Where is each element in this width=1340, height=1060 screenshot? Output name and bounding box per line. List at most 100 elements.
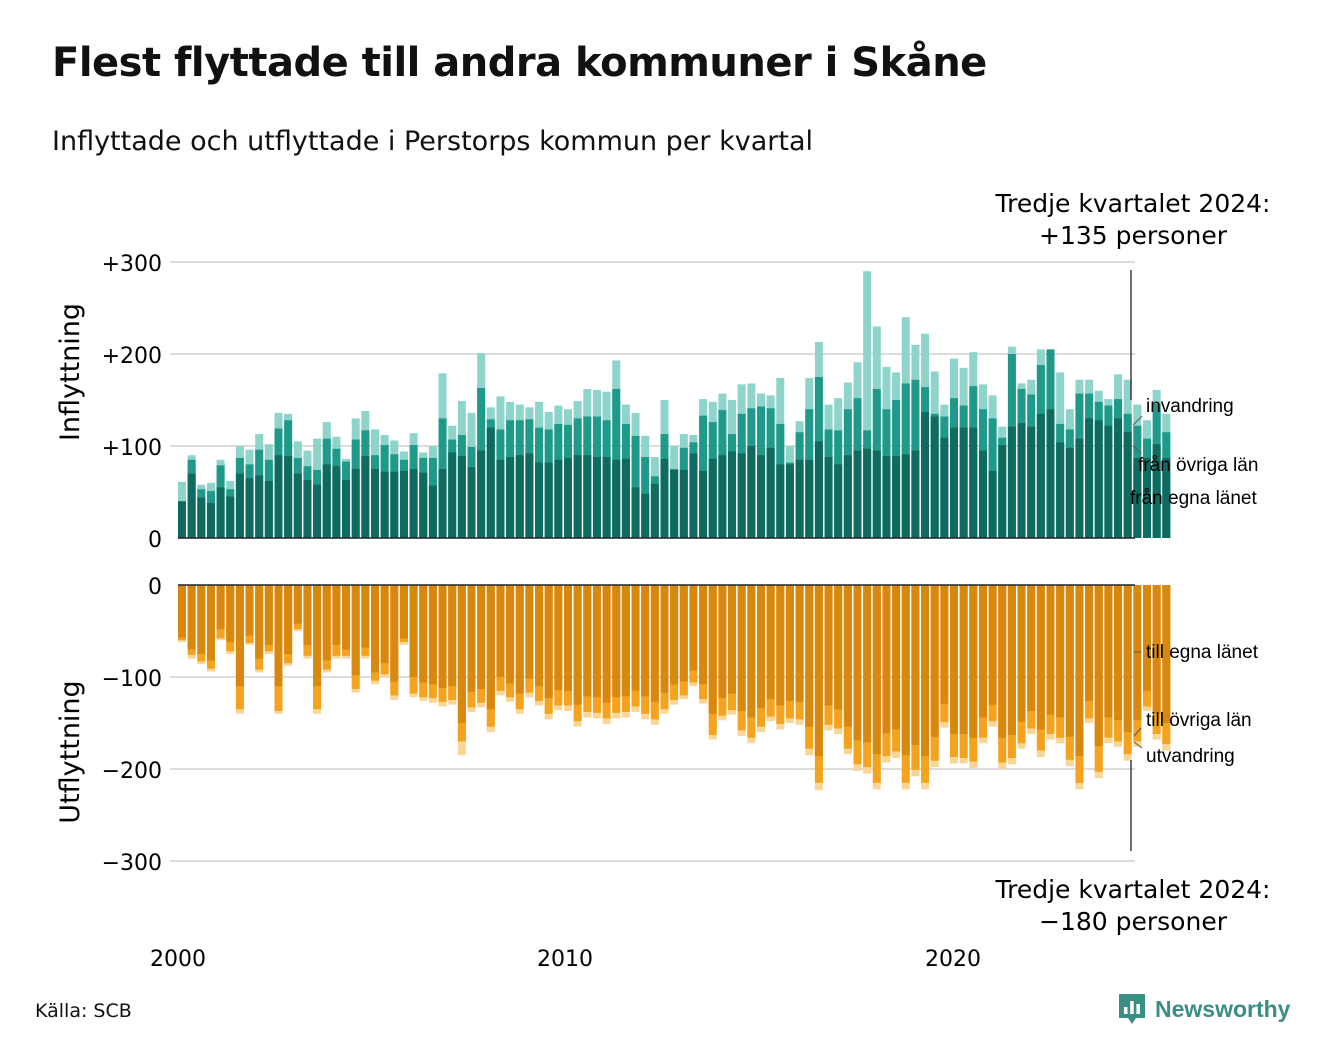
bar-utflyttning [621,585,630,697]
bar-inflyttning [650,483,659,538]
bar-utflyttning [699,585,708,685]
bar-inflyttning [1152,444,1161,538]
bar-inflyttning [255,475,264,538]
bar-inflyttning [708,458,717,538]
bar-utflyttning [969,585,978,738]
leader-line [1132,445,1142,454]
bar-utflyttning [1046,585,1055,715]
bar-utflyttning [853,585,862,741]
chart-subtitle: Inflyttade och utflyttade i Perstorps ko… [52,126,814,157]
bar-inflyttning [197,497,206,538]
bar-utflyttning [496,585,505,677]
bar-inflyttning [1017,423,1026,538]
annotation-inflyttning-line1: Tredje kvartalet 2024: [995,189,1271,218]
bar-utflyttning [1085,585,1094,701]
bar-utflyttning [950,585,958,735]
bar-utflyttning [863,585,872,743]
bar-utflyttning [1162,585,1171,723]
y-tick-label: 0 [148,575,162,600]
bar-utflyttning [1152,585,1161,714]
bar-inflyttning [467,467,476,538]
bar-utflyttning [1104,585,1113,718]
bar-inflyttning [602,457,611,538]
bar-utflyttning [515,585,524,694]
bar-utflyttning [921,585,930,757]
bar-utflyttning [679,585,688,682]
bar-inflyttning [409,469,418,538]
bar-utflyttning [274,585,283,687]
bar-utflyttning [380,585,389,664]
bar-utflyttning [1114,585,1123,721]
bar-utflyttning [747,585,756,718]
y-tick-label: −300 [102,851,162,876]
bar-utflyttning [911,585,920,746]
bar-inflyttning [554,459,563,538]
bar-utflyttning [322,585,331,661]
bar-inflyttning [583,455,592,538]
bar-utflyttning [187,585,196,650]
bar-inflyttning [274,455,283,538]
bar-inflyttning [235,473,244,538]
bar-inflyttning [689,453,698,538]
bar-inflyttning [303,480,312,538]
y-tick-label: −100 [102,667,162,692]
bar-utflyttning [390,585,399,682]
leader-line [1132,415,1143,426]
bar-utflyttning [245,585,254,636]
bar-inflyttning [978,450,987,538]
bar-inflyttning [515,455,524,538]
bar-utflyttning [901,585,910,756]
bar-inflyttning [1123,432,1132,538]
bar-inflyttning [766,447,775,538]
bar-inflyttning [959,427,968,538]
bar-utflyttning [506,585,515,684]
bar-utflyttning [583,585,592,697]
bar-inflyttning [679,469,688,538]
y-tick-label: 0 [148,528,162,553]
bar-utflyttning [1056,585,1065,718]
bar-inflyttning [564,457,572,538]
bar-utflyttning [525,585,534,679]
y-axis-title-utflyttning: Utflyttning [55,680,86,823]
bar-inflyttning [1104,425,1113,538]
bar-inflyttning [245,478,254,538]
bar-inflyttning [998,445,1007,538]
bar-utflyttning [438,585,447,689]
bar-inflyttning [525,453,534,538]
bar-utflyttning [371,585,379,673]
bar-utflyttning [342,585,351,650]
bar-utflyttning [1094,585,1103,746]
bars-utflyttning [178,585,1171,791]
bar-inflyttning [699,470,708,538]
bar-inflyttning [351,469,360,538]
bar-inflyttning [1094,420,1103,538]
bar-utflyttning [467,585,476,692]
y-tick-label: −200 [102,759,162,784]
bar-utflyttning [892,585,901,730]
bar-utflyttning [843,585,852,727]
bar-utflyttning [824,585,833,706]
bar-utflyttning [409,585,418,677]
leader-line [1133,741,1143,749]
bar-utflyttning [757,585,765,709]
bar-inflyttning [621,458,630,538]
bar-inflyttning [226,496,235,538]
bar-inflyttning [670,469,679,538]
bar-utflyttning [448,585,457,687]
x-tick-label: 2010 [537,947,593,972]
bar-inflyttning [1075,438,1084,538]
bar-utflyttning [1065,585,1074,737]
bar-utflyttning [564,585,572,691]
bar-utflyttning [544,585,553,699]
bar-utflyttning [1017,585,1026,723]
bar-utflyttning [805,585,814,727]
bar-inflyttning [284,456,293,538]
bar-utflyttning [631,585,640,691]
series-label-ovriga-lan-in: från övriga län [1138,455,1258,476]
annotation-utflyttning-line1: Tredje kvartalet 2024: [995,875,1271,904]
bar-utflyttning [303,585,312,645]
bar-inflyttning [544,462,553,538]
bar-inflyttning [901,454,910,538]
bar-inflyttning [824,457,833,538]
bar-inflyttning [380,471,389,538]
